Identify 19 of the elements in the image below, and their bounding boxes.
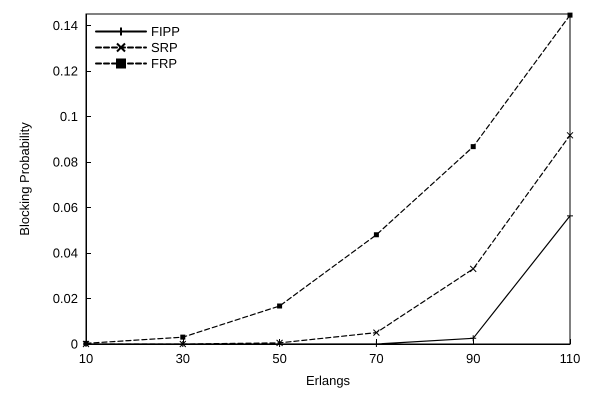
y-tick-label: 0.08 [52,154,78,170]
y-axis-title: Blocking Probability [17,122,32,236]
x-tick-label: 50 [272,351,287,366]
y-tick-label: 0.14 [52,18,78,33]
legend-label: FRP [151,56,177,71]
x-axis-title: Erlangs [306,373,351,388]
legend-label: FIPP [151,24,180,39]
y-tick-label: 0.04 [52,245,78,260]
x-tick-label: 30 [176,351,190,366]
y-tick-label: 0 [70,336,78,352]
y-tick-label: 0.12 [52,63,78,78]
x-tick-label: 10 [78,351,94,366]
y-tick-label: 0.02 [52,290,78,306]
y-tick-label: 0.1 [60,108,78,124]
x-tick-label: 110 [560,351,580,366]
x-tick-label: 70 [369,351,384,366]
x-tick-label: 90 [466,351,480,366]
y-tick-label: 0.06 [52,200,78,215]
legend-label: SRP [151,40,178,55]
